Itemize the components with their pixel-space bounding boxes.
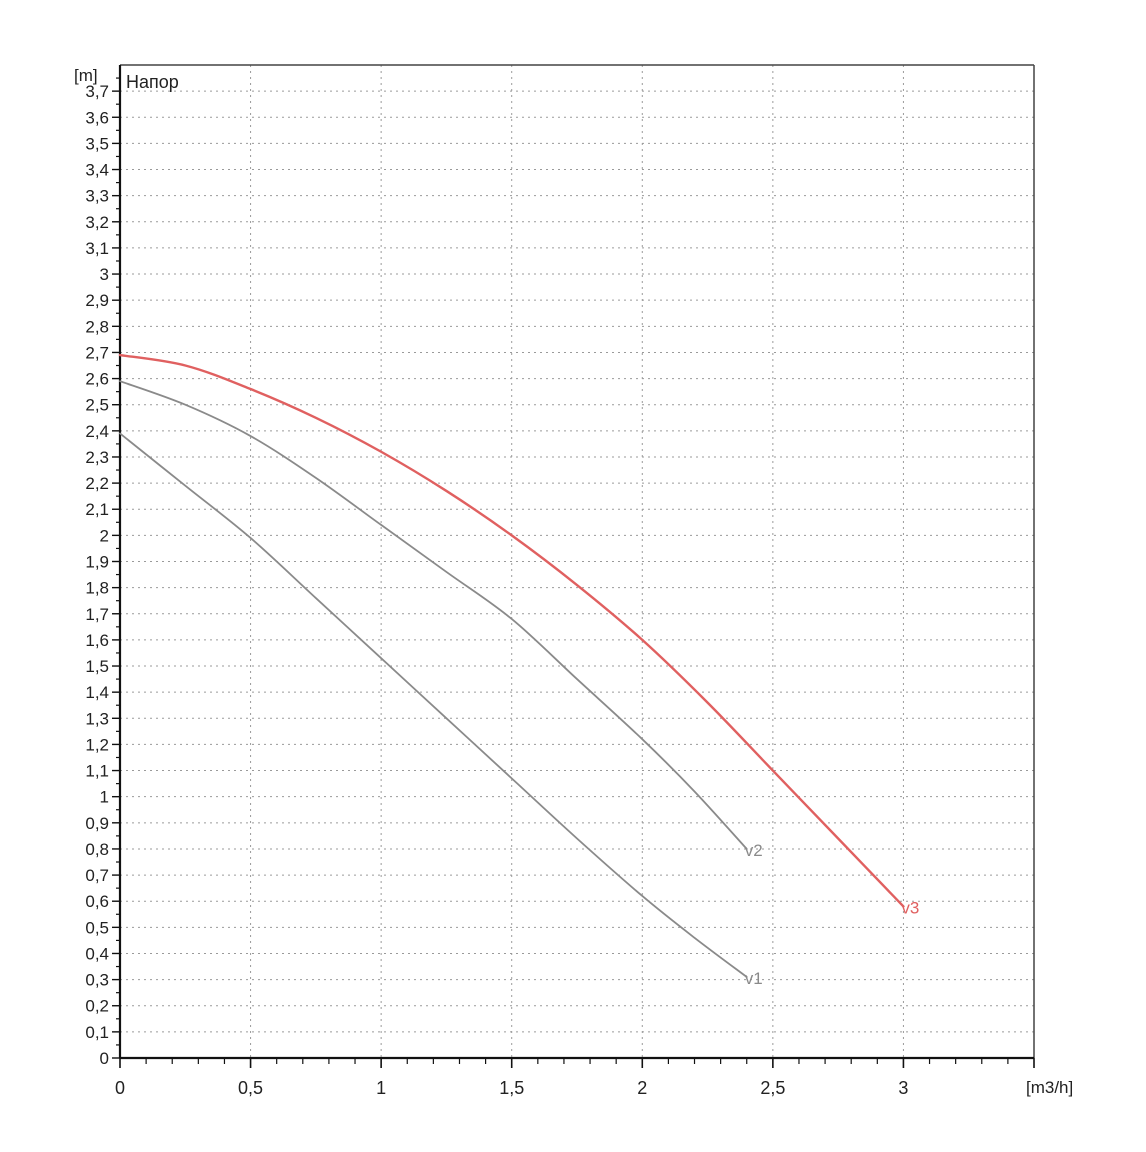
y-tick-label: 0,6 [85,892,109,911]
y-tick-label: 1,5 [85,657,109,676]
y-tick-label: 3,6 [85,108,109,127]
y-tick-label: 2,9 [85,291,109,310]
y-tick-label: 3,2 [85,213,109,232]
y-tick-label: 1,2 [85,735,109,754]
series-layer: v1 v2 v3 [118,353,919,988]
y-tick-label: 2,7 [85,343,109,362]
x-tick-label: 2 [637,1078,647,1098]
y-tick-label: 0,3 [85,971,109,990]
y-tick-label: 1,3 [85,709,109,728]
y-tick-label: 3 [100,265,109,284]
series-label-v3: v3 [901,898,919,917]
y-tick-label: 0,9 [85,814,109,833]
y-tick-label: 0 [100,1049,109,1068]
y-axis-label: [m] [74,66,98,85]
y-tick-label: 2,4 [85,422,109,441]
y-tick-label: 3,4 [85,161,109,180]
x-tick-label: 1 [376,1078,386,1098]
series-label-v2: v2 [745,841,763,860]
grid-layer [120,65,1034,1058]
y-tick-label: 1,1 [85,762,109,781]
y-tick-label: 1,9 [85,553,109,572]
y-tick-label: 2,1 [85,500,109,519]
y-tick-label: 0,8 [85,840,109,859]
y-tick-label: 1,7 [85,605,109,624]
chart-title: Напор [126,72,179,92]
y-tick-label: 1,6 [85,631,109,650]
y-tick-label: 0,2 [85,997,109,1016]
labels-layer: Напор [m] [m3/h] [74,66,1073,1097]
y-tick-label: 2 [100,526,109,545]
y-tick-label: 3,1 [85,239,109,258]
y-tick-label: 2,2 [85,474,109,493]
series-label-v1: v1 [745,969,763,988]
y-tick-label: 2,6 [85,370,109,389]
axes-layer: 0 0,1 0,2 0,3 0,4 0,5 0,6 0,7 0,8 0,9 1 1,1 1,2 1,3 1,… [85,64,1035,1098]
y-tick-label: 3,7 [85,82,109,101]
y-tick-label: 2,5 [85,396,109,415]
y-tick-label: 3,3 [85,187,109,206]
y-tick-label: 0,7 [85,866,109,885]
x-tick-label: 0,5 [238,1078,263,1098]
y-tick-label: 1,8 [85,579,109,598]
x-tick-label: 0 [115,1078,125,1098]
x-tick-label: 3 [898,1078,908,1098]
y-tick-label: 2,8 [85,317,109,336]
y-tick-label: 3,5 [85,134,109,153]
x-axis-label: [m3/h] [1026,1078,1073,1097]
y-tick-label: 1,4 [85,683,109,702]
x-tick-label: 1,5 [499,1078,524,1098]
series-line-v3 [118,353,905,908]
y-tick-label: 0,1 [85,1023,109,1042]
y-tick-label: 0,5 [85,918,109,937]
y-tick-label: 0,4 [85,944,109,963]
series-line-v1 [119,432,748,978]
x-tick-label: 2,5 [760,1078,785,1098]
y-tick-label: 2,3 [85,448,109,467]
y-tick-label: 1 [100,788,109,807]
series-line-v2 [119,380,748,850]
